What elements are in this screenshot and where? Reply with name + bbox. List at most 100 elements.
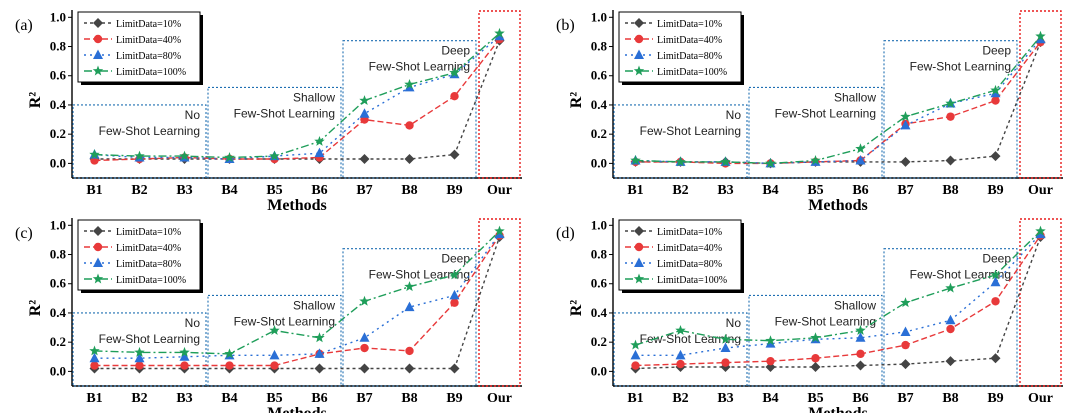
data-point bbox=[991, 96, 1000, 105]
data-point bbox=[134, 346, 145, 357]
panel-label: (b) bbox=[556, 17, 575, 34]
chart-panel: 0.0 0.2 0.4 0.6 0.8 1.0 No Few-Shot Learning Sha… bbox=[556, 217, 1063, 413]
data-point bbox=[900, 111, 911, 122]
legend-marker bbox=[634, 257, 644, 267]
group-label-line2: Few-Shot Learning bbox=[234, 314, 335, 328]
data-point bbox=[404, 154, 415, 165]
x-tick-label: Our bbox=[487, 183, 512, 198]
data-point bbox=[449, 363, 460, 374]
legend-label: LimitData=100% bbox=[116, 275, 186, 286]
group-label-line2: Few-Shot Learning bbox=[775, 314, 876, 328]
data-point bbox=[900, 156, 911, 167]
data-point bbox=[900, 119, 911, 130]
data-point bbox=[404, 281, 415, 292]
x-tick-label: B7 bbox=[897, 183, 913, 198]
y-tick-label: 0.4 bbox=[50, 97, 67, 112]
x-tick-label: Our bbox=[487, 391, 512, 406]
y-tick-label: 0.2 bbox=[591, 334, 607, 349]
x-axis-label: Methods bbox=[267, 405, 327, 413]
group-label-line1: Deep bbox=[441, 252, 470, 266]
group-label-line2: Few-Shot Learning bbox=[640, 124, 741, 138]
legend: LimitData=10% LimitData=40% LimitData=80% L… bbox=[77, 219, 203, 293]
legend-shadow bbox=[622, 82, 744, 85]
data-point bbox=[450, 91, 459, 101]
legend-label: LimitData=100% bbox=[657, 67, 727, 78]
series-group bbox=[630, 30, 1046, 168]
method-group-box bbox=[207, 294, 342, 387]
x-axis-label: Methods bbox=[808, 197, 868, 214]
group-label-line1: No bbox=[185, 316, 201, 330]
data-point bbox=[359, 363, 370, 374]
x-tick-label: B9 bbox=[987, 183, 1003, 198]
legend-marker bbox=[93, 242, 103, 252]
data-point bbox=[405, 346, 414, 356]
data-point bbox=[900, 297, 911, 308]
chart-panel: 0.0 0.2 0.4 0.6 0.8 1.0 No Few-Shot Learning Sha… bbox=[15, 217, 522, 413]
data-point bbox=[765, 157, 776, 168]
x-tick-label: Our bbox=[1028, 183, 1053, 198]
data-point bbox=[990, 84, 1001, 95]
x-tick-label: B3 bbox=[176, 183, 192, 198]
data-point bbox=[224, 152, 235, 162]
data-point bbox=[945, 98, 956, 108]
data-point bbox=[360, 343, 369, 353]
x-tick-label: B8 bbox=[942, 183, 958, 198]
y-tick-label: 0.6 bbox=[50, 68, 67, 83]
x-tick-label: B5 bbox=[266, 391, 282, 406]
series-line bbox=[635, 235, 1042, 367]
legend-marker bbox=[92, 273, 104, 284]
legend-label: LimitData=80% bbox=[657, 259, 722, 270]
data-point bbox=[449, 149, 460, 160]
data-point bbox=[224, 348, 235, 359]
y-tick-label: 1.0 bbox=[591, 217, 607, 232]
data-point bbox=[359, 108, 370, 118]
series-line bbox=[94, 230, 500, 355]
proposed-method-box bbox=[478, 10, 521, 179]
x-tick-label: B6 bbox=[311, 391, 327, 406]
data-point bbox=[314, 135, 325, 146]
legend: LimitData=10% LimitData=40% LimitData=80% L… bbox=[618, 11, 744, 85]
panel-label: (a) bbox=[15, 17, 33, 34]
data-point bbox=[855, 332, 866, 342]
legend-marker bbox=[633, 65, 645, 76]
series-line bbox=[94, 32, 500, 159]
x-tick-label: B2 bbox=[672, 183, 688, 198]
method-group-box bbox=[342, 248, 477, 387]
y-tick-label: 0.2 bbox=[50, 334, 66, 349]
data-point bbox=[179, 346, 190, 357]
legend-shadow bbox=[200, 223, 203, 293]
method-group-box bbox=[748, 86, 883, 179]
legend-label: LimitData=40% bbox=[657, 35, 722, 46]
data-point bbox=[269, 150, 280, 161]
data-point bbox=[449, 269, 460, 280]
series-line bbox=[94, 236, 501, 370]
y-tick-label: 0.0 bbox=[591, 155, 607, 170]
data-point bbox=[810, 332, 821, 343]
data-point bbox=[450, 298, 459, 307]
x-tick-label: B9 bbox=[446, 391, 462, 406]
legend-shadow bbox=[81, 290, 203, 293]
proposed-method-box bbox=[1019, 218, 1062, 387]
group-label-line2: Few-Shot Learning bbox=[640, 332, 741, 346]
series-line bbox=[635, 35, 1042, 165]
group-label-line1: Shallow bbox=[834, 90, 876, 104]
data-point bbox=[359, 95, 370, 106]
x-tick-label: B8 bbox=[942, 391, 958, 406]
data-point bbox=[765, 335, 776, 346]
series-line bbox=[94, 40, 501, 160]
chart-panel: 0.0 0.2 0.4 0.6 0.8 1.0 No Few-Shot Learning Sha… bbox=[556, 9, 1063, 214]
data-point bbox=[179, 150, 190, 161]
y-tick-label: 1.0 bbox=[50, 9, 66, 24]
series-line bbox=[94, 38, 501, 162]
group-label-line1: Deep bbox=[982, 252, 1011, 266]
data-point bbox=[404, 79, 415, 89]
data-point bbox=[900, 326, 911, 336]
y-tick-label: 0.6 bbox=[591, 276, 608, 291]
legend: LimitData=10% LimitData=40% LimitData=80% L… bbox=[77, 11, 203, 85]
data-point bbox=[766, 356, 775, 366]
x-tick-label: B7 bbox=[356, 391, 372, 406]
x-tick-label: B6 bbox=[852, 183, 868, 198]
data-point bbox=[855, 154, 866, 165]
x-tick-label: B5 bbox=[807, 183, 823, 198]
group-label-line2: Few-Shot Learning bbox=[234, 106, 335, 120]
